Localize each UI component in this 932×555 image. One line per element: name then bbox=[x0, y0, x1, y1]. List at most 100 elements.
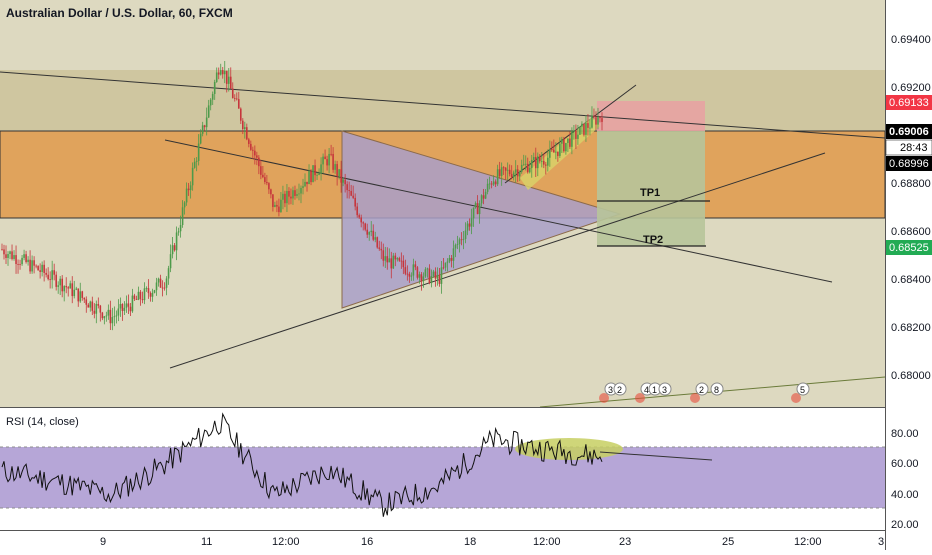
candle-body bbox=[99, 305, 102, 313]
candle-body bbox=[545, 164, 547, 166]
candle-body bbox=[163, 287, 166, 289]
candle-body bbox=[246, 127, 248, 140]
svg-text:2: 2 bbox=[699, 385, 704, 395]
candle-body bbox=[569, 138, 571, 147]
candle-body bbox=[438, 275, 441, 284]
svg-text:5: 5 bbox=[800, 385, 805, 395]
price-tick: 0.68400 bbox=[891, 274, 931, 286]
candle-body bbox=[280, 199, 282, 213]
candle-body bbox=[306, 181, 308, 185]
candle-body bbox=[543, 160, 545, 165]
candle-body bbox=[21, 257, 23, 265]
event-marker[interactable]: 3 bbox=[658, 382, 672, 396]
rsi-axis[interactable]: 80.00 60.00 40.00 20.00 bbox=[891, 428, 919, 531]
candle-body bbox=[504, 167, 507, 171]
candle-body bbox=[242, 120, 244, 130]
candle-body bbox=[171, 245, 174, 255]
candle-body bbox=[111, 317, 114, 324]
candle-body bbox=[528, 168, 531, 173]
price-tick: 0.68800 bbox=[891, 178, 931, 190]
candle-body bbox=[189, 185, 192, 191]
candle-body bbox=[308, 170, 310, 185]
candle-body bbox=[15, 255, 17, 265]
rsi-label: RSI (14, close) bbox=[6, 416, 79, 428]
candle-body bbox=[217, 72, 220, 75]
candle-body bbox=[175, 232, 178, 251]
candle-body bbox=[302, 186, 304, 188]
svg-text:0.69006: 0.69006 bbox=[889, 126, 929, 138]
candle-body bbox=[364, 223, 367, 230]
candle-body bbox=[392, 255, 395, 269]
candle-body bbox=[382, 250, 385, 261]
time-axis[interactable]: 9 11 12:00 16 18 12:00 23 25 12:00 3 bbox=[100, 536, 884, 548]
event-marker[interactable]: 2 bbox=[613, 382, 627, 396]
candle-body bbox=[5, 254, 7, 258]
candle-body bbox=[398, 258, 401, 261]
candle-body bbox=[264, 177, 266, 182]
candle-body bbox=[448, 257, 451, 262]
candle-body bbox=[312, 165, 314, 183]
candle-body bbox=[532, 157, 535, 160]
candle-body bbox=[292, 190, 294, 199]
candle-body bbox=[161, 287, 164, 289]
event-marker[interactable]: 2 bbox=[690, 382, 709, 403]
candle-body bbox=[41, 264, 43, 272]
candle-body bbox=[73, 289, 76, 297]
candle-body bbox=[25, 254, 27, 263]
candle-body bbox=[468, 223, 471, 227]
candle-body bbox=[420, 274, 423, 282]
candle-body bbox=[266, 181, 268, 184]
candlesticks bbox=[1, 61, 603, 331]
candle-body bbox=[328, 153, 330, 166]
event-marker[interactable]: 5 bbox=[791, 382, 810, 403]
candle-body bbox=[516, 169, 519, 177]
candle-body bbox=[482, 195, 485, 199]
candle-body bbox=[17, 264, 19, 265]
candle-body bbox=[239, 108, 242, 121]
svg-text:4: 4 bbox=[644, 385, 649, 395]
candle-body bbox=[9, 251, 11, 255]
candle-body bbox=[93, 310, 96, 314]
candle-body bbox=[494, 181, 497, 185]
candle-body bbox=[424, 269, 427, 277]
candle-body bbox=[187, 188, 190, 191]
candle-body bbox=[235, 98, 238, 100]
candle-body bbox=[173, 245, 176, 251]
upper-zone bbox=[0, 70, 885, 131]
candle-body bbox=[388, 258, 391, 263]
candle-body bbox=[231, 88, 234, 99]
candle-body bbox=[119, 303, 122, 309]
price-tick: 0.68000 bbox=[891, 370, 931, 382]
candle-body bbox=[149, 293, 152, 297]
candle-body bbox=[591, 116, 593, 128]
candle-body bbox=[11, 251, 13, 259]
candle-body bbox=[593, 116, 595, 118]
candle-body bbox=[201, 125, 204, 134]
candle-body bbox=[376, 237, 379, 248]
candle-body bbox=[442, 267, 445, 269]
event-marker[interactable]: 3 bbox=[599, 382, 618, 403]
candle-body bbox=[300, 187, 302, 194]
price-tag-current: 0.69006 bbox=[886, 124, 932, 139]
candle-body bbox=[549, 149, 551, 158]
candle-body bbox=[195, 160, 198, 162]
candle-body bbox=[115, 315, 118, 317]
rsi-line bbox=[1, 412, 603, 517]
candle-body bbox=[233, 98, 236, 99]
candle-body bbox=[368, 232, 371, 235]
candle-body bbox=[400, 260, 403, 262]
price-axis[interactable]: 0.69400 0.69200 0.68800 0.68600 0.68400 … bbox=[891, 34, 931, 382]
candle-body bbox=[567, 138, 569, 143]
candle-body bbox=[213, 81, 216, 94]
candle-body bbox=[258, 157, 260, 167]
candle-body bbox=[209, 99, 212, 106]
candle-body bbox=[35, 265, 37, 267]
candle-body bbox=[370, 230, 373, 233]
price-tick: 0.68200 bbox=[891, 322, 931, 334]
svg-text:0.68525: 0.68525 bbox=[889, 242, 929, 254]
candle-body bbox=[318, 173, 320, 175]
candle-body bbox=[579, 126, 581, 135]
event-marker[interactable]: 8 bbox=[710, 382, 724, 396]
